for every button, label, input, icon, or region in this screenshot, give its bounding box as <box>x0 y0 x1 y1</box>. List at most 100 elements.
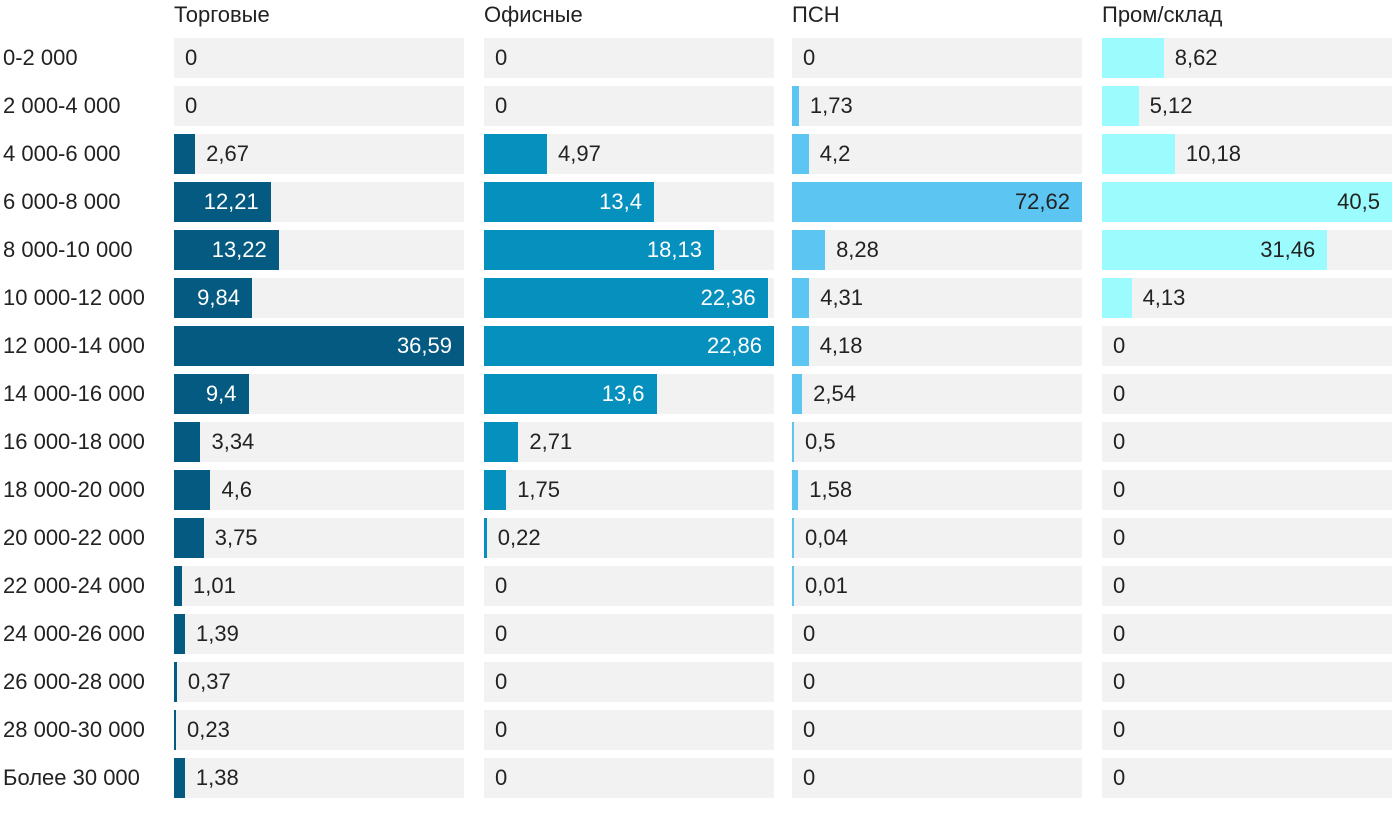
data-label: 10,18 <box>1185 141 1241 166</box>
bar-track: 0 <box>484 86 774 126</box>
data-label: 13,4 <box>599 189 642 214</box>
bar-track: 1,73 <box>792 86 1082 126</box>
bar-track: 1,38 <box>174 758 464 798</box>
bar <box>792 374 803 414</box>
bar-track: 2,71 <box>484 422 774 462</box>
bar-track: 0 <box>1102 470 1392 510</box>
bar <box>484 326 774 366</box>
data-label: 0 <box>803 621 816 646</box>
bar <box>484 278 768 318</box>
category-label: 22 000-24 000 <box>3 573 145 598</box>
panel-title-3: ПСН <box>792 2 840 27</box>
data-label: 0 <box>185 93 198 118</box>
bar-track: 0 <box>1102 566 1392 606</box>
data-label: 1,75 <box>517 477 561 502</box>
data-label: 13,22 <box>211 237 267 262</box>
bar-track: 0 <box>484 662 774 702</box>
data-label: 18,13 <box>646 237 702 262</box>
bar <box>484 230 714 270</box>
data-label: 1,58 <box>809 477 853 502</box>
data-label: 4,18 <box>819 333 863 358</box>
category-label: 6 000-8 000 <box>3 189 121 214</box>
bar-track: 22,36 <box>484 278 774 318</box>
bar <box>792 230 826 270</box>
category-label: 2 000-4 000 <box>3 93 121 118</box>
bar <box>792 278 810 318</box>
bar <box>174 662 177 702</box>
data-label: 0,37 <box>187 669 231 694</box>
data-label: 0,04 <box>805 525 848 550</box>
bar-track: 0 <box>792 38 1082 78</box>
category-label: 20 000-22 000 <box>3 525 145 550</box>
bar-track: 0,5 <box>792 422 1082 462</box>
data-label: 0 <box>495 621 508 646</box>
bar <box>174 470 211 510</box>
data-label: 4,2 <box>819 141 851 166</box>
data-label: 31,46 <box>1260 237 1316 262</box>
data-label: 0 <box>1113 333 1126 358</box>
bar-track: 1,75 <box>484 470 774 510</box>
data-label: 2,67 <box>206 141 249 166</box>
data-label: 9,4 <box>205 381 237 406</box>
bar-track: 3,75 <box>174 518 464 558</box>
data-label: 0 <box>803 45 816 70</box>
bar <box>484 374 657 414</box>
bar-track: 0 <box>792 662 1082 702</box>
bar-track: 0 <box>484 38 774 78</box>
bar-track: 4,2 <box>792 134 1082 174</box>
bar-track: 8,62 <box>1102 38 1392 78</box>
bar <box>174 566 182 606</box>
bar <box>174 230 279 270</box>
bar-track: 0,37 <box>174 662 464 702</box>
data-label: 0 <box>495 45 508 70</box>
bar <box>1102 134 1175 174</box>
data-label: 0 <box>1113 669 1126 694</box>
bar <box>792 326 809 366</box>
data-label: 0 <box>495 669 508 694</box>
bar-track: 0 <box>792 710 1082 750</box>
bar-track: 31,46 <box>1102 230 1392 270</box>
bar <box>792 518 794 558</box>
data-label: 36,59 <box>396 333 452 358</box>
bar-track: 22,86 <box>484 326 774 366</box>
category-label: 14 000-16 000 <box>3 381 145 406</box>
bar-track: 0,04 <box>792 518 1082 558</box>
bar-track: 36,59 <box>174 326 464 366</box>
data-label: 0 <box>495 93 508 118</box>
bar <box>174 134 196 174</box>
bar-track: 4,13 <box>1102 278 1392 318</box>
bar-track: 0 <box>1102 614 1392 654</box>
bar <box>1102 182 1392 222</box>
bar-track: 0 <box>1102 518 1392 558</box>
bar <box>484 134 548 174</box>
bar-track: 4,31 <box>792 278 1082 318</box>
bar-track: 0 <box>1102 662 1392 702</box>
data-label: 4,6 <box>221 477 253 502</box>
bar <box>174 758 185 798</box>
data-label: 0 <box>495 573 508 598</box>
bar-track: 72,62 <box>792 182 1082 222</box>
bar-track: 4,97 <box>484 134 774 174</box>
bar <box>174 422 201 462</box>
data-label: 9,84 <box>197 285 240 310</box>
bar-track: 1,01 <box>174 566 464 606</box>
bar <box>174 374 249 414</box>
bar-track: 0 <box>1102 326 1392 366</box>
bar-track: 18,13 <box>484 230 774 270</box>
data-label: 0,01 <box>805 573 848 598</box>
data-label: 0 <box>1113 765 1126 790</box>
bar <box>174 326 464 366</box>
data-label: 3,75 <box>214 525 258 550</box>
data-label: 3,34 <box>211 429 255 454</box>
category-label: 4 000-6 000 <box>3 141 121 166</box>
bar-track: 0 <box>484 566 774 606</box>
data-label: 0 <box>1113 477 1126 502</box>
data-label: 0 <box>803 717 816 742</box>
bar-track: 1,39 <box>174 614 464 654</box>
category-label: 10 000-12 000 <box>3 285 145 310</box>
bar-track: 0,01 <box>792 566 1082 606</box>
bar-track: 13,4 <box>484 182 774 222</box>
data-label: 0 <box>803 765 816 790</box>
category-label: 18 000-20 000 <box>3 477 145 502</box>
